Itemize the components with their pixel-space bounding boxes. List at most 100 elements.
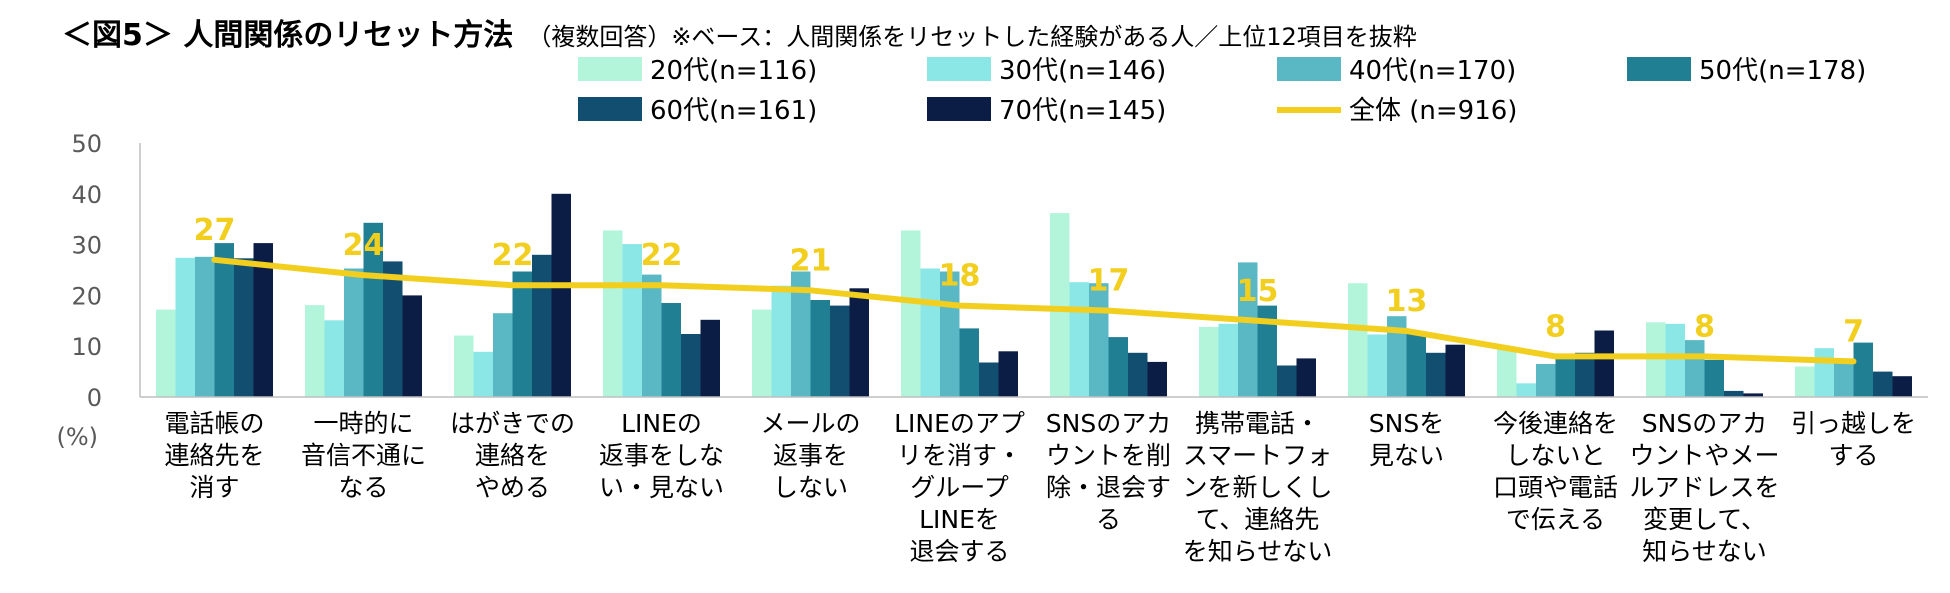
- category-label-line: 電話帳の: [164, 409, 264, 438]
- category-label-line: はがきでの: [450, 409, 575, 438]
- total-line: [211, 256, 1857, 365]
- bar-60s-cat7: [1128, 352, 1148, 397]
- bar-40s-cat4: [642, 274, 662, 397]
- bar-50s-cat5: [810, 300, 830, 397]
- bar-30s-cat10: [1516, 383, 1536, 397]
- category-label-line: SNSを: [1369, 409, 1444, 438]
- bar-30s-cat11: [1665, 323, 1685, 397]
- bar-40s-cat10: [1536, 364, 1556, 397]
- bar-40s-cat5: [791, 271, 811, 397]
- bar-20s-cat11: [1646, 322, 1666, 397]
- bar-20s-cat5: [752, 309, 772, 397]
- legend-label: 30代(n=146): [999, 56, 1166, 86]
- category-label-line: 返事をしな: [599, 441, 724, 470]
- category-label-line: を知らせない: [1183, 537, 1333, 566]
- total-data-label: 13: [1386, 284, 1428, 319]
- category-label-line: ウントを削: [1046, 441, 1171, 470]
- category-label-line: 携帯電話・: [1195, 409, 1320, 438]
- bar-20s-cat2: [305, 305, 325, 397]
- y-tick-label: 20: [71, 282, 102, 310]
- legend-swatch: [927, 57, 991, 81]
- bar-50s-cat3: [512, 271, 532, 397]
- category-label-line: で伝える: [1506, 505, 1605, 534]
- category-label-line: LINEを: [919, 505, 1000, 534]
- bar-30s-cat12: [1814, 348, 1834, 397]
- bar-30s-cat4: [622, 244, 642, 397]
- bar-20s-cat3: [454, 335, 474, 397]
- bar-50s-cat11: [1704, 359, 1724, 397]
- total-data-label: 22: [641, 238, 683, 273]
- bar-50s-cat2: [363, 222, 383, 397]
- total-data-label: 22: [492, 238, 534, 273]
- total-data-label: 17: [1088, 264, 1130, 299]
- bar-70s-cat9: [1445, 344, 1465, 397]
- chart-title-main: ＜図5＞ 人間関係のリセット方法: [62, 18, 514, 53]
- category-label-line: メールの: [760, 409, 860, 438]
- y-tick-label: 50: [71, 130, 102, 158]
- category-label-line: い・見ない: [599, 473, 724, 502]
- bar-20s-cat12: [1795, 366, 1815, 397]
- category-label-line: 口頭や電話: [1493, 473, 1618, 502]
- chart-title: ＜図5＞ 人間関係のリセット方法 （複数回答）※ベース：人間関係をリセットした経験…: [62, 10, 1417, 54]
- bar-30s-cat6: [920, 268, 940, 397]
- total-data-label: 21: [790, 243, 832, 278]
- bar-30s-cat3: [473, 351, 493, 397]
- bar-40s-cat3: [493, 313, 513, 397]
- category-label-line: 知らせない: [1642, 537, 1767, 566]
- bar-20s-cat8: [1199, 326, 1219, 397]
- bar-30s-cat5: [771, 285, 791, 397]
- bar-20s-cat1: [156, 309, 176, 397]
- category-label-line: SNSのアカ: [1046, 409, 1171, 438]
- total-data-label: 18: [939, 259, 981, 294]
- legend-label: 40代(n=170): [1349, 56, 1516, 86]
- bar-30s-cat7: [1069, 282, 1089, 397]
- bar-40s-cat7: [1089, 283, 1109, 397]
- total-data-label: 8: [1694, 309, 1715, 344]
- bar-40s-cat8: [1238, 262, 1258, 397]
- bar-40s-cat11: [1685, 340, 1705, 397]
- bar-50s-cat12: [1853, 342, 1873, 397]
- total-data-label: 24: [343, 228, 385, 263]
- category-label-line: グループ: [910, 473, 1009, 502]
- bar-30s-cat1: [175, 257, 195, 397]
- bar-30s-cat8: [1218, 323, 1238, 397]
- y-tick-label: 40: [71, 181, 102, 209]
- category-label-line: 連絡を: [475, 441, 550, 470]
- bar-70s-cat6: [998, 351, 1018, 397]
- category-label-line: ウントやメー: [1629, 441, 1779, 470]
- category-label-line: 変更して、: [1643, 505, 1766, 534]
- bar-50s-cat9: [1406, 334, 1426, 397]
- legend-label: 50代(n=178): [1699, 56, 1866, 86]
- bar-50s-cat8: [1257, 305, 1277, 397]
- bar-60s-cat6: [979, 362, 999, 397]
- bar-40s-cat12: [1834, 360, 1854, 397]
- bar-70s-cat12: [1892, 376, 1912, 397]
- bar-20s-cat7: [1050, 213, 1070, 397]
- legend-label: 70代(n=145): [999, 96, 1166, 126]
- bar-20s-cat4: [603, 230, 623, 397]
- bar-70s-cat11: [1743, 393, 1763, 397]
- bar-70s-cat7: [1147, 361, 1167, 397]
- category-label-line: LINEのアプ: [894, 409, 1025, 438]
- legend-label-total: 全体 (n=916): [1349, 96, 1517, 126]
- bar-60s-cat11: [1724, 390, 1744, 397]
- category-label-line: る: [1096, 505, 1121, 534]
- total-data-label: 15: [1237, 274, 1279, 309]
- bar-50s-cat6: [959, 328, 979, 397]
- category-label-line: 連絡先を: [164, 441, 264, 470]
- bar-60s-cat10: [1575, 352, 1595, 397]
- category-label-line: する: [1828, 441, 1878, 470]
- bar-50s-cat10: [1555, 354, 1575, 397]
- bar-60s-cat9: [1426, 352, 1446, 397]
- bar-60s-cat12: [1873, 371, 1893, 397]
- legend-label: 60代(n=161): [650, 96, 817, 126]
- legend-label: 20代(n=116): [650, 56, 817, 86]
- category-label-line: リを消す・: [897, 441, 1022, 470]
- bar-70s-cat5: [849, 288, 869, 397]
- y-tick-label: 10: [71, 333, 102, 361]
- chart-title-sub: （複数回答）※ベース：人間関係をリセットした経験がある人／上位12項目を抜粋: [527, 23, 1417, 51]
- category-label-line: 除・退会す: [1046, 473, 1171, 502]
- bar-30s-cat2: [324, 320, 344, 397]
- category-label-line: なる: [338, 473, 388, 502]
